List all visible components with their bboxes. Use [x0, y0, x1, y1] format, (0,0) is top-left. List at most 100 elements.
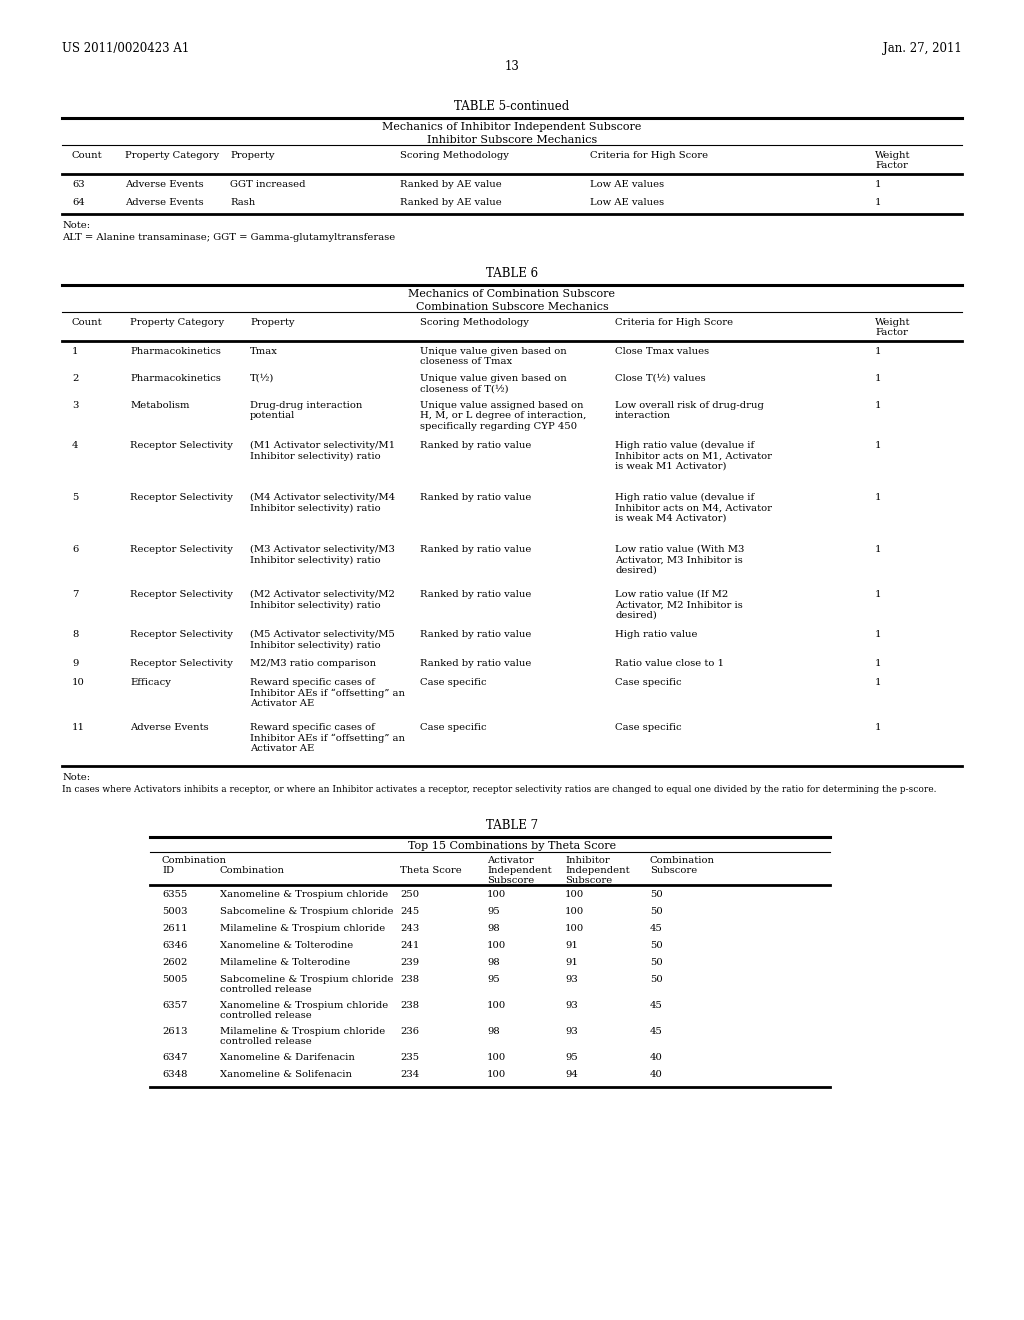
Text: Ranked by ratio value: Ranked by ratio value — [420, 545, 531, 554]
Text: M2/M3 ratio comparison: M2/M3 ratio comparison — [250, 659, 376, 668]
Text: TABLE 6: TABLE 6 — [486, 267, 538, 280]
Text: Low ratio value (With M3
Activator, M3 Inhibitor is
desired): Low ratio value (With M3 Activator, M3 I… — [615, 545, 744, 574]
Text: TABLE 5-continued: TABLE 5-continued — [455, 100, 569, 114]
Text: Drug-drug interaction
potential: Drug-drug interaction potential — [250, 401, 362, 420]
Text: Count: Count — [72, 150, 102, 160]
Text: 2602: 2602 — [162, 958, 187, 968]
Text: (M1 Activator selectivity/M1
Inhibitor selectivity) ratio: (M1 Activator selectivity/M1 Inhibitor s… — [250, 441, 395, 461]
Text: TABLE 7: TABLE 7 — [486, 818, 538, 832]
Text: 98: 98 — [487, 1027, 500, 1036]
Text: 6355: 6355 — [162, 890, 187, 899]
Text: 95: 95 — [487, 907, 500, 916]
Text: 95: 95 — [487, 975, 500, 983]
Text: Receptor Selectivity: Receptor Selectivity — [130, 441, 232, 450]
Text: 93: 93 — [565, 975, 578, 983]
Text: Scoring Methodology: Scoring Methodology — [420, 318, 528, 327]
Text: 45: 45 — [650, 1027, 663, 1036]
Text: 243: 243 — [400, 924, 419, 933]
Text: Ranked by ratio value: Ranked by ratio value — [420, 492, 531, 502]
Text: 94: 94 — [565, 1071, 578, 1078]
Text: Ranked by ratio value: Ranked by ratio value — [420, 659, 531, 668]
Text: Jan. 27, 2011: Jan. 27, 2011 — [884, 42, 962, 55]
Text: Unique value assigned based on
H, M, or L degree of interaction,
specifically re: Unique value assigned based on H, M, or … — [420, 401, 587, 430]
Text: 7: 7 — [72, 590, 79, 599]
Text: Case specific: Case specific — [615, 723, 682, 733]
Text: 1: 1 — [874, 441, 882, 450]
Text: Close Tmax values: Close Tmax values — [615, 347, 710, 356]
Text: (M5 Activator selectivity/M5
Inhibitor selectivity) ratio: (M5 Activator selectivity/M5 Inhibitor s… — [250, 630, 395, 649]
Text: 1: 1 — [874, 401, 882, 411]
Text: 93: 93 — [565, 1001, 578, 1010]
Text: 1: 1 — [874, 723, 882, 733]
Text: 241: 241 — [400, 941, 420, 950]
Text: Xanomeline & Tolterodine: Xanomeline & Tolterodine — [220, 941, 353, 950]
Text: 6348: 6348 — [162, 1071, 187, 1078]
Text: 1: 1 — [874, 659, 882, 668]
Text: 95: 95 — [565, 1053, 578, 1063]
Text: High ratio value: High ratio value — [615, 630, 697, 639]
Text: Reward specific cases of
Inhibitor AEs if “offset​ting” an
Activator AE: Reward specific cases of Inhibitor AEs i… — [250, 678, 406, 709]
Text: In cases where Activators inhibits a receptor, or where an Inhibitor activates a: In cases where Activators inhibits a rec… — [62, 785, 937, 795]
Text: 45: 45 — [650, 924, 663, 933]
Text: Receptor Selectivity: Receptor Selectivity — [130, 659, 232, 668]
Text: 2613: 2613 — [162, 1027, 187, 1036]
Text: 45: 45 — [650, 1001, 663, 1010]
Text: 100: 100 — [487, 1071, 506, 1078]
Text: Criteria for High Score: Criteria for High Score — [615, 318, 733, 327]
Text: Milameline & Trospium chloride
controlled release: Milameline & Trospium chloride controlle… — [220, 1027, 385, 1047]
Text: Milameline & Tolterodine: Milameline & Tolterodine — [220, 958, 350, 968]
Text: Theta Score: Theta Score — [400, 866, 462, 875]
Text: Low overall risk of drug-drug
interaction: Low overall risk of drug-drug interactio… — [615, 401, 764, 420]
Text: T(½): T(½) — [250, 374, 274, 383]
Text: Subscore: Subscore — [565, 876, 612, 884]
Text: 3: 3 — [72, 401, 79, 411]
Text: 63: 63 — [72, 180, 85, 189]
Text: (M4 Activator selectivity/M4
Inhibitor selectivity) ratio: (M4 Activator selectivity/M4 Inhibitor s… — [250, 492, 395, 512]
Text: 1: 1 — [874, 630, 882, 639]
Text: High ratio value (devalue if
Inhibitor acts on M4, Activator
is weak M4 Activato: High ratio value (devalue if Inhibitor a… — [615, 492, 772, 523]
Text: Reward specific cases of
Inhibitor AEs if “offset​ting” an
Activator AE: Reward specific cases of Inhibitor AEs i… — [250, 723, 406, 754]
Text: (M2 Activator selectivity/M2
Inhibitor selectivity) ratio: (M2 Activator selectivity/M2 Inhibitor s… — [250, 590, 395, 610]
Text: Xanomeline & Trospium chloride: Xanomeline & Trospium chloride — [220, 890, 388, 899]
Text: 2: 2 — [72, 374, 79, 383]
Text: US 2011/0020423 A1: US 2011/0020423 A1 — [62, 42, 189, 55]
Text: 10: 10 — [72, 678, 85, 686]
Text: Milameline & Trospium chloride: Milameline & Trospium chloride — [220, 924, 385, 933]
Text: 6347: 6347 — [162, 1053, 187, 1063]
Text: Combination: Combination — [162, 855, 227, 865]
Text: 11: 11 — [72, 723, 85, 733]
Text: Scoring Methodology: Scoring Methodology — [400, 150, 509, 160]
Text: Note:: Note: — [62, 220, 90, 230]
Text: Adverse Events: Adverse Events — [125, 198, 204, 207]
Text: Case specific: Case specific — [420, 678, 486, 686]
Text: Mechanics of Combination Subscore: Mechanics of Combination Subscore — [409, 289, 615, 300]
Text: 6: 6 — [72, 545, 78, 554]
Text: High ratio value (devalue if
Inhibitor acts on M1, Activator
is weak M1 Activato: High ratio value (devalue if Inhibitor a… — [615, 441, 772, 471]
Text: Ranked by AE value: Ranked by AE value — [400, 180, 502, 189]
Text: Inhibitor: Inhibitor — [565, 855, 609, 865]
Text: Receptor Selectivity: Receptor Selectivity — [130, 492, 232, 502]
Text: Factor: Factor — [874, 327, 908, 337]
Text: 1: 1 — [874, 492, 882, 502]
Text: 100: 100 — [487, 1001, 506, 1010]
Text: 1: 1 — [874, 180, 882, 189]
Text: 9: 9 — [72, 659, 79, 668]
Text: Low AE values: Low AE values — [590, 198, 665, 207]
Text: Property: Property — [230, 150, 274, 160]
Text: 93: 93 — [565, 1027, 578, 1036]
Text: Subscore: Subscore — [487, 876, 535, 884]
Text: Case specific: Case specific — [615, 678, 682, 686]
Text: 5003: 5003 — [162, 907, 187, 916]
Text: Ratio value close to 1: Ratio value close to 1 — [615, 659, 724, 668]
Text: 100: 100 — [487, 1053, 506, 1063]
Text: Sabcomeline & Trospium chloride
controlled release: Sabcomeline & Trospium chloride controll… — [220, 975, 393, 994]
Text: Property Category: Property Category — [130, 318, 224, 327]
Text: Low ratio value (If M2
Activator, M2 Inhibitor is
desired): Low ratio value (If M2 Activator, M2 Inh… — [615, 590, 742, 620]
Text: Property: Property — [250, 318, 295, 327]
Text: 100: 100 — [565, 890, 585, 899]
Text: 91: 91 — [565, 958, 578, 968]
Text: 1: 1 — [874, 590, 882, 599]
Text: Case specific: Case specific — [420, 723, 486, 733]
Text: ALT = Alanine transaminase; GGT = Gamma-glutamyltransferase: ALT = Alanine transaminase; GGT = Gamma-… — [62, 234, 395, 242]
Text: 50: 50 — [650, 975, 663, 983]
